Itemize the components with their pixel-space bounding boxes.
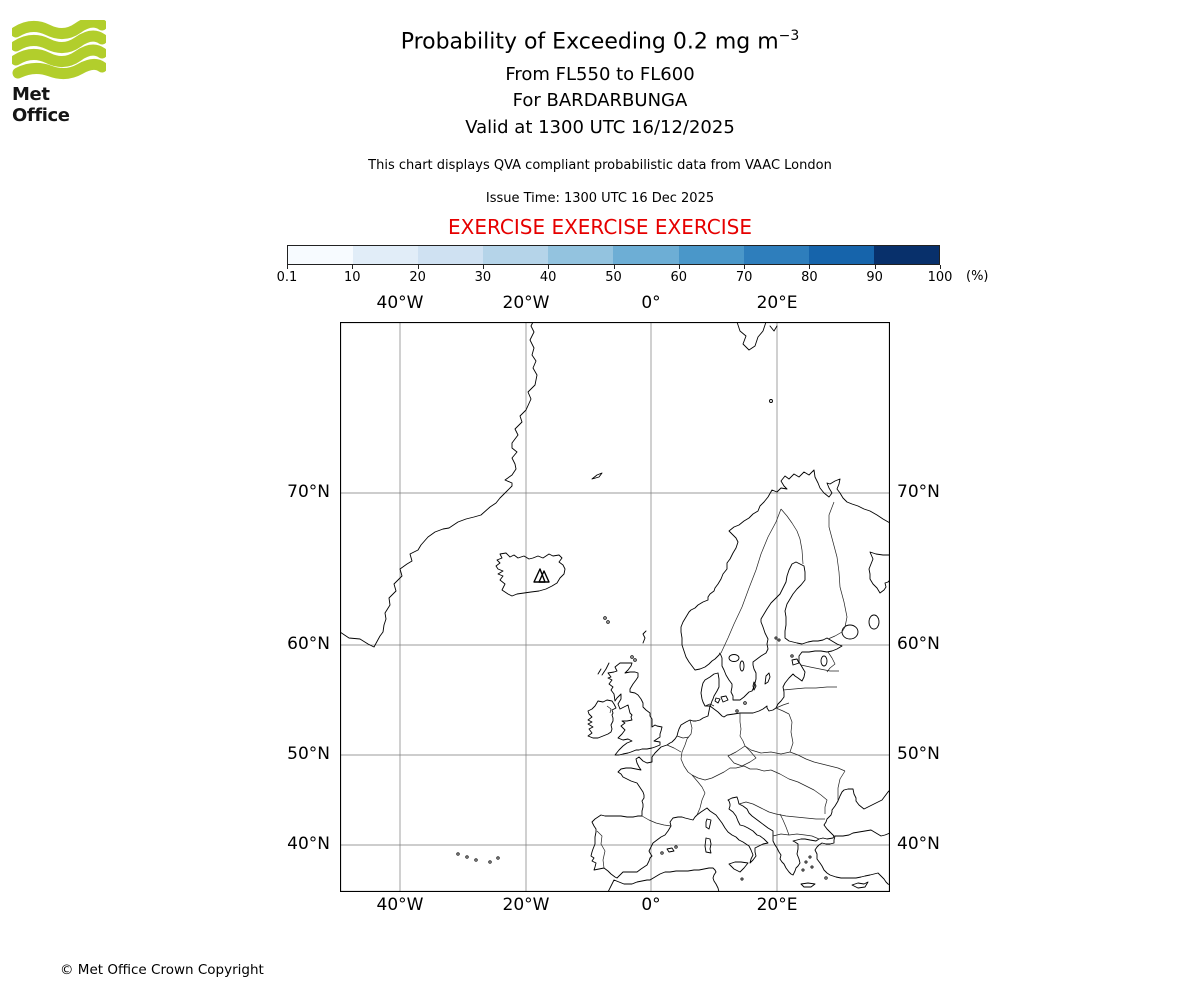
lat-label-right-60n: 60°N xyxy=(897,634,940,654)
map xyxy=(339,321,891,893)
colorbar-tickmark xyxy=(744,265,746,269)
lat-label-left-50n: 50°N xyxy=(287,744,330,764)
colorbar-tickmark xyxy=(613,265,615,269)
colorbar-segment xyxy=(678,246,744,264)
colorbar-tick-label: 20 xyxy=(409,270,426,285)
colorbar-tickmark xyxy=(809,265,811,269)
colorbar-tick-label: 10 xyxy=(344,270,361,285)
lat-label-right-50n: 50°N xyxy=(897,744,940,764)
colorbar-tickmark xyxy=(287,265,288,269)
qva-description: This chart displays QVA compliant probab… xyxy=(368,158,832,173)
colorbar-tick-label: 70 xyxy=(735,270,753,285)
met-office-wordmark: Met Office xyxy=(12,84,70,126)
graticule xyxy=(340,322,890,892)
copyright-notice: © Met Office Crown Copyright xyxy=(60,962,264,978)
lat-label-right-40n: 40°N xyxy=(897,834,940,854)
lon-label-top-20w: 20°W xyxy=(502,293,550,313)
colorbar-tick-label: 0.1 xyxy=(276,270,298,285)
colorbar-tick-label: 30 xyxy=(474,270,492,285)
colorbar-segment xyxy=(418,246,484,264)
lon-label-bottom-20w: 20°W xyxy=(502,895,550,915)
probability-colorbar: 0.1 10 20 30 40 50 60 70 80 90 100 (%) xyxy=(277,245,1047,293)
colorbar-tickmark xyxy=(940,265,941,269)
colorbar-gradient xyxy=(287,245,940,265)
met-office-waves-icon xyxy=(12,20,106,80)
volcano-marker xyxy=(533,568,550,583)
lon-label-top-20e: 20°E xyxy=(756,293,798,313)
lat-label-left-40n: 40°N xyxy=(287,834,330,854)
met-office-logo: Met Office xyxy=(12,20,112,126)
map-border xyxy=(339,321,891,893)
colorbar-tickmark xyxy=(352,265,354,269)
chart-title: Probability of Exceeding 0.2 mg m−3 xyxy=(400,28,800,55)
colorbar-segment xyxy=(808,246,874,264)
subtitle-flight-levels: From FL550 to FL600 xyxy=(505,64,695,85)
colorbar-segment xyxy=(873,246,939,264)
colorbar-tick-label: 100 xyxy=(927,270,953,285)
colorbar-tickmark xyxy=(874,265,876,269)
colorbar-tickmark xyxy=(417,265,419,269)
lon-label-bottom-20e: 20°E xyxy=(756,895,798,915)
lon-label-bottom-40w: 40°W xyxy=(376,895,424,915)
subtitle-valid-time: Valid at 1300 UTC 16/12/2025 xyxy=(465,117,735,138)
colorbar-segment xyxy=(483,246,549,264)
coastlines xyxy=(339,321,891,893)
subtitle-volcano: For BARDARBUNGA xyxy=(512,90,688,111)
country-borders xyxy=(596,501,848,869)
colorbar-tickmark xyxy=(482,265,484,269)
colorbar-tick-label: 80 xyxy=(801,270,818,285)
colorbar-tick-label: 50 xyxy=(605,270,622,285)
colorbar-tick-label: 90 xyxy=(866,270,883,285)
colorbar-tick-label: 40 xyxy=(539,270,557,285)
colorbar-tick-label: 60 xyxy=(670,270,688,285)
lon-label-top-0: 0° xyxy=(641,293,661,313)
exercise-banner: EXERCISE EXERCISE EXERCISE xyxy=(448,215,752,239)
lat-label-right-70n: 70°N xyxy=(897,482,940,502)
colorbar-unit: (%) xyxy=(966,269,989,284)
colorbar-segment xyxy=(613,246,679,264)
colorbar-segment xyxy=(548,246,614,264)
colorbar-tickmark xyxy=(678,265,680,269)
lon-label-bottom-0: 0° xyxy=(641,895,661,915)
lat-label-left-60n: 60°N xyxy=(287,634,330,654)
colorbar-segment xyxy=(353,246,419,264)
lon-label-top-40w: 40°W xyxy=(376,293,424,313)
issue-time: Issue Time: 1300 UTC 16 Dec 2025 xyxy=(485,191,715,206)
colorbar-segment xyxy=(743,246,809,264)
lat-label-left-70n: 70°N xyxy=(287,482,330,502)
europe-map-svg xyxy=(339,321,891,893)
colorbar-tickmark xyxy=(548,265,550,269)
colorbar-segment xyxy=(288,246,354,264)
